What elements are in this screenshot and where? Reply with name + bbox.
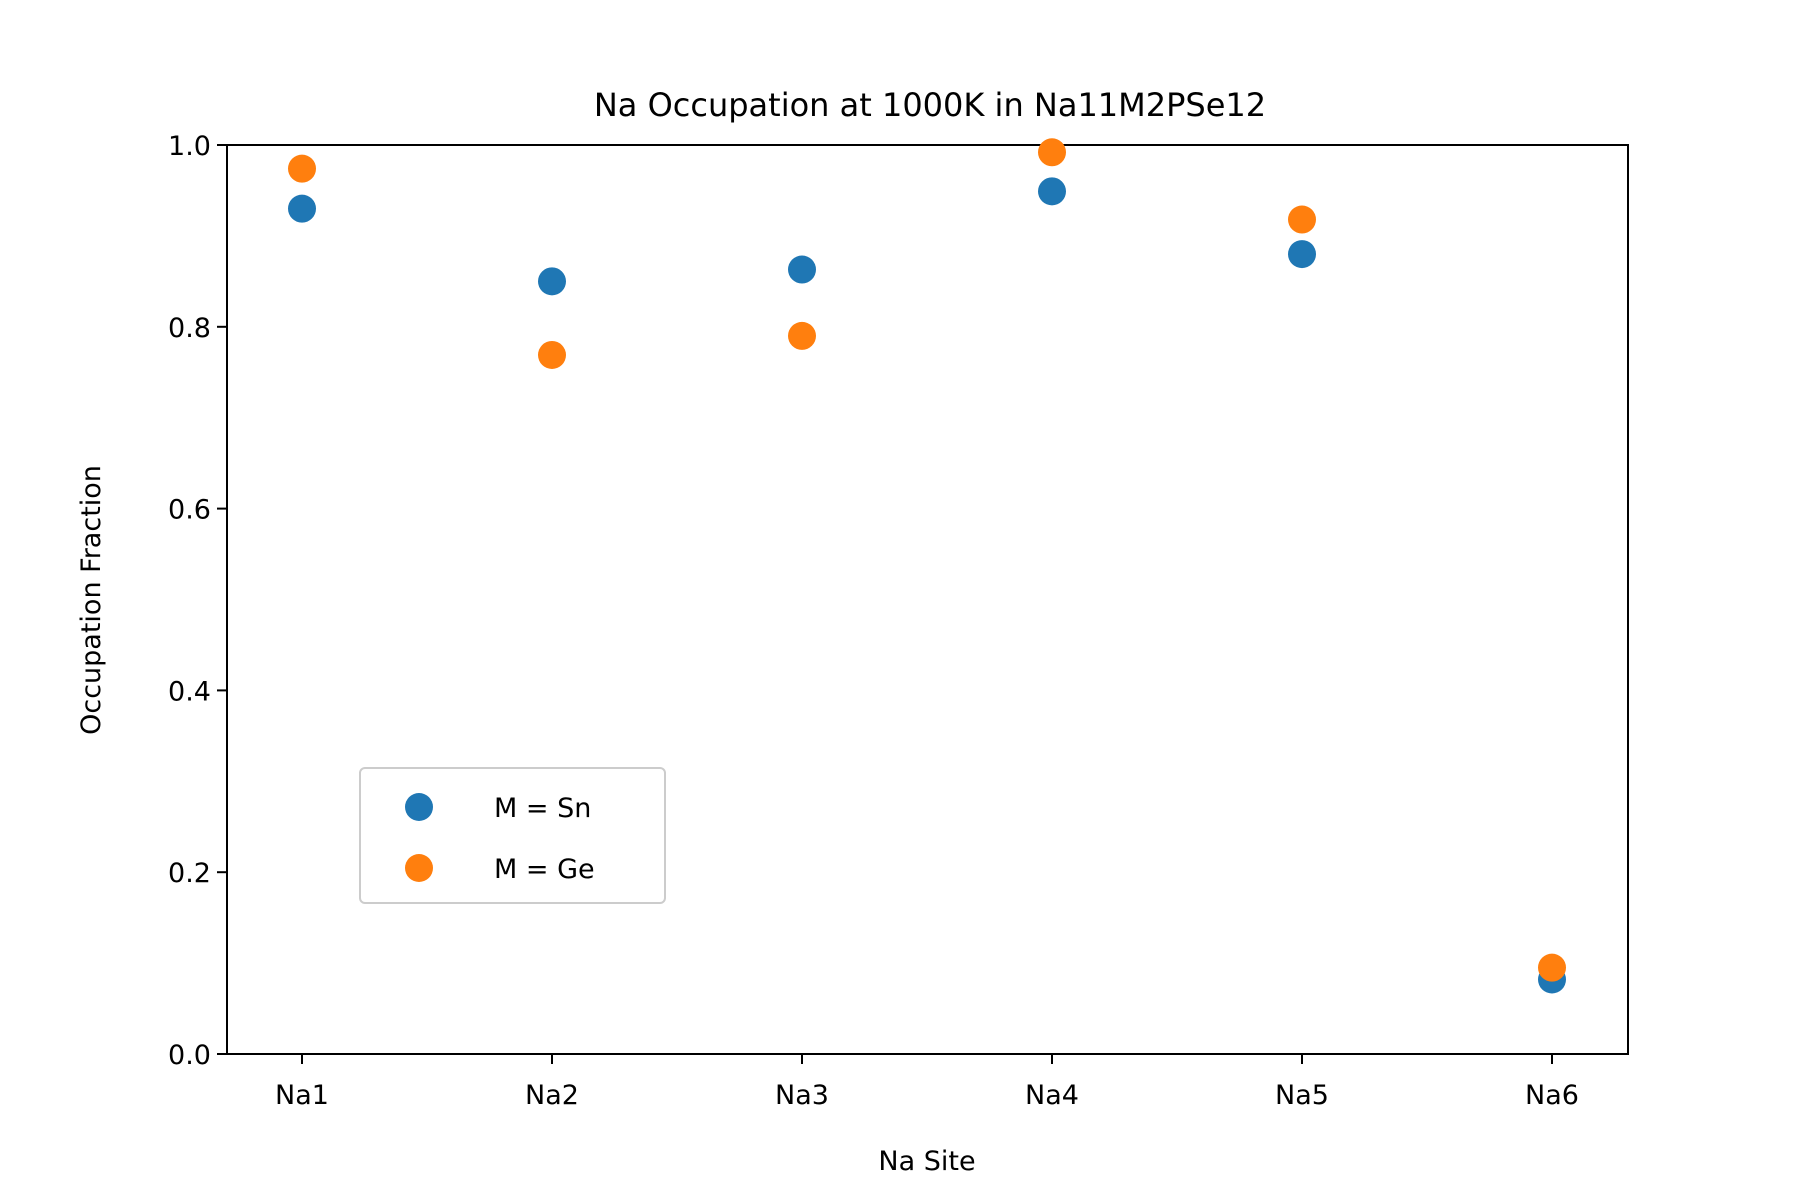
point-series-2-na1 (288, 154, 316, 183)
y-tick-label: 0.2 (168, 858, 211, 889)
chart-title: Na Occupation at 1000K in Na11M2PSe12 (594, 86, 1266, 124)
x-tick-label-na1: Na1 (275, 1080, 329, 1111)
x-axis-ticks: Na1 Na2 Na3 Na4 Na5 Na6 (275, 1054, 1579, 1111)
legend-marker-1 (405, 793, 433, 821)
data-points (288, 138, 1566, 994)
point-series-1-na1 (288, 194, 316, 223)
x-tick-label-na3: Na3 (775, 1080, 829, 1111)
point-series-1-na4 (1038, 177, 1066, 206)
y-tick-label: 1.0 (168, 131, 211, 162)
y-tick-label: 0.4 (168, 676, 211, 707)
point-series-2-na2 (538, 340, 566, 369)
point-series-1-na5 (1288, 240, 1316, 269)
plot-border (226, 144, 1629, 1055)
point-series-1-na2 (538, 267, 566, 296)
x-axis-label: Na Site (878, 1146, 975, 1177)
point-series-2-na3 (788, 321, 816, 350)
legend-marker-2 (405, 854, 433, 882)
legend-label-1: M = Sn (494, 793, 591, 824)
y-axis-ticks: 0.0 0.2 0.4 0.6 0.8 1.0 (168, 131, 227, 1071)
point-series-2-na4 (1038, 138, 1066, 167)
point-series-2-na5 (1288, 205, 1316, 234)
plot-area (226, 144, 1629, 1055)
point-series-1-na3 (788, 255, 816, 284)
x-tick-label-na6: Na6 (1525, 1080, 1579, 1111)
x-tick-label-na4: Na4 (1025, 1080, 1079, 1111)
legend: M = Sn M = Ge (359, 767, 666, 904)
y-tick-label: 0.0 (168, 1040, 211, 1071)
x-tick-label-na2: Na2 (525, 1080, 579, 1111)
y-axis-label: Occupation Fraction (76, 465, 107, 735)
legend-box (359, 767, 666, 904)
x-tick-label-na5: Na5 (1275, 1080, 1329, 1111)
point-series-2-na6 (1538, 953, 1566, 982)
y-tick-label: 0.6 (168, 495, 211, 526)
y-tick-label: 0.8 (168, 313, 211, 344)
legend-label-2: M = Ge (494, 854, 595, 885)
